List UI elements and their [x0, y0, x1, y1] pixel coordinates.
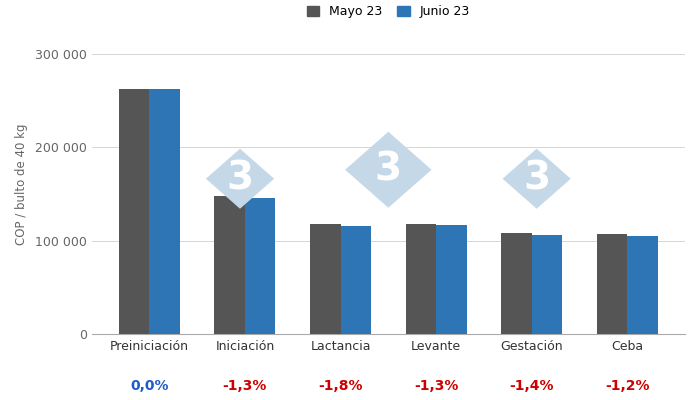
Text: -1,8%: -1,8% [318, 379, 363, 393]
Bar [340, 226, 371, 334]
Text: 0,0%: 0,0% [130, 379, 169, 393]
Text: -1,4%: -1,4% [510, 379, 554, 393]
Bar [501, 233, 532, 334]
Bar [149, 89, 180, 334]
Text: 3: 3 [226, 160, 253, 198]
Text: -1,3%: -1,3% [223, 379, 267, 393]
Bar [118, 89, 149, 334]
Text: 3: 3 [523, 160, 550, 198]
Bar [310, 224, 340, 334]
Bar [405, 224, 436, 334]
Bar [436, 226, 467, 334]
Text: 3: 3 [374, 151, 402, 189]
Bar [245, 198, 276, 334]
Y-axis label: COP / bulto de 40 kg: COP / bulto de 40 kg [15, 124, 28, 246]
Text: -1,3%: -1,3% [414, 379, 458, 393]
Text: -1,2%: -1,2% [606, 379, 650, 393]
Bar [627, 236, 658, 334]
Bar [597, 234, 627, 334]
Bar [214, 196, 245, 334]
Legend: Mayo 23, Junio 23: Mayo 23, Junio 23 [307, 5, 470, 18]
Bar [532, 235, 562, 334]
